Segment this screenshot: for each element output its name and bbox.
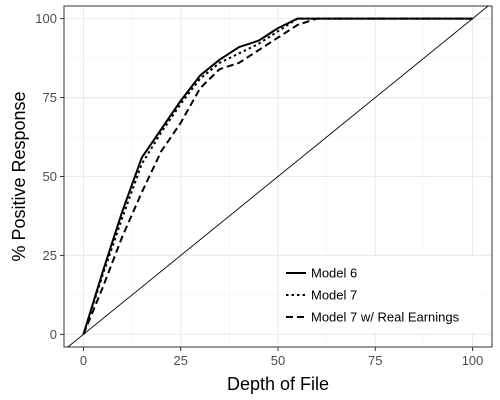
x-tick-label: 75 <box>368 353 382 368</box>
series-line-2 <box>82 17 473 335</box>
reference-diagonal-line <box>67 6 489 347</box>
legend-label-2: Model 7 <box>311 288 357 303</box>
series-line-1 <box>82 17 473 335</box>
legend: Model 6 Model 7 Model 7 w/ Real Earnings <box>281 257 478 333</box>
y-tick-label: 0 <box>50 327 57 342</box>
y-tick-label: 50 <box>43 169 57 184</box>
y-axis-title: % Positive Response <box>9 91 29 261</box>
y-tick-label: 25 <box>43 248 57 263</box>
series-layer <box>67 6 489 347</box>
series-line-3 <box>82 17 473 335</box>
x-tick-label: 25 <box>173 353 187 368</box>
legend-label-3: Model 7 w/ Real Earnings <box>311 310 460 325</box>
x-tick-label: 50 <box>271 353 285 368</box>
legend-label-1: Model 6 <box>311 266 357 281</box>
legend-box <box>281 257 478 333</box>
x-tick-label: 0 <box>80 353 87 368</box>
y-tick-label: 75 <box>43 90 57 105</box>
axis-ticks: 0 25 50 75 100 0 25 50 75 100 <box>35 11 483 368</box>
y-tick-label: 100 <box>35 11 57 26</box>
x-tick-label: 100 <box>462 353 484 368</box>
x-axis-title: Depth of File <box>227 374 329 394</box>
